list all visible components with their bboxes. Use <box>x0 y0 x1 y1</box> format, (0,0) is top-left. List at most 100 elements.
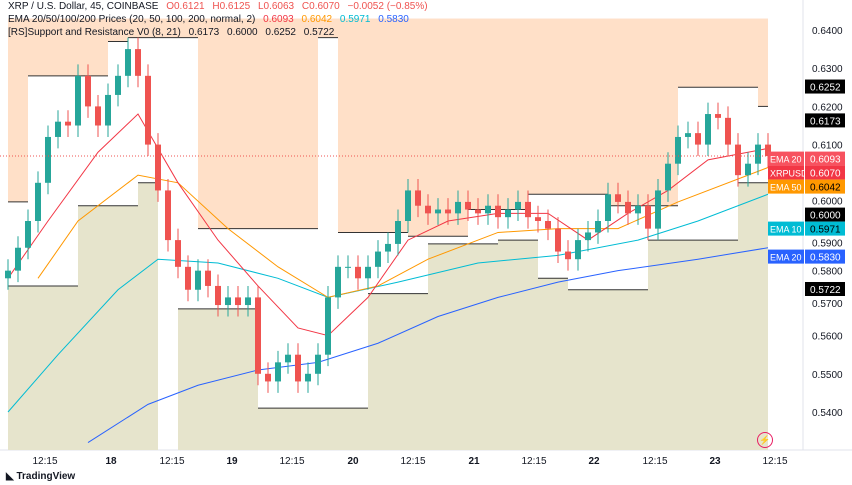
resistance-zone <box>338 18 408 233</box>
price-label-value: 0.6000 <box>810 211 841 222</box>
candle-body <box>335 266 341 298</box>
candle-body <box>55 121 61 137</box>
candle-body <box>525 201 531 218</box>
y-tick-label: 0.6200 <box>812 102 843 113</box>
candle-body <box>735 144 741 176</box>
candle-body <box>175 240 181 267</box>
price-label-tag <box>768 249 804 264</box>
lightning-icon[interactable]: ⚡ <box>757 432 773 448</box>
x-tick-label: 12:15 <box>400 456 425 467</box>
ema-title: EMA 20/50/100/200 Prices (20, 50, 100, 2… <box>8 14 256 25</box>
candle-body <box>375 251 381 267</box>
x-tick-label: 21 <box>468 456 480 467</box>
candle-body <box>15 247 21 271</box>
symbol-title: XRP / U.S. Dollar, 45, COINBASE <box>8 1 159 12</box>
candle-body <box>325 297 331 355</box>
resistance-zone <box>578 18 608 195</box>
candle-body <box>665 163 671 191</box>
y-tick-label: 0.5600 <box>812 332 843 343</box>
sr-value: 0.6000 <box>227 27 258 38</box>
support-zone <box>428 243 498 450</box>
tradingview-logo[interactable]: ◣ TradingView <box>6 471 75 482</box>
price-label-value: 0.5722 <box>810 285 841 296</box>
candle-body <box>585 232 591 241</box>
candle-body <box>245 297 251 306</box>
symbol-legend: XRP / U.S. Dollar, 45, COINBASE O0.6121 … <box>8 1 433 13</box>
candle-body <box>115 75 121 95</box>
support-zone <box>258 408 308 450</box>
y-tick-label: 0.6400 <box>812 26 843 37</box>
candle-body <box>365 266 371 279</box>
price-label-box <box>805 281 845 296</box>
candle-body <box>605 194 611 221</box>
candle-body <box>155 144 161 191</box>
price-label-value: 0.6042 <box>810 183 841 194</box>
brand-name: TradingView <box>16 471 76 482</box>
candle-body <box>445 209 451 214</box>
price-label-name: EMA 10 <box>770 225 802 235</box>
candle-body <box>35 182 41 221</box>
support-zone <box>588 289 648 450</box>
candle-body <box>305 373 311 382</box>
x-tick-label: 19 <box>226 456 238 467</box>
candle-body <box>765 144 771 157</box>
price-label-value: 0.5830 <box>810 253 841 264</box>
sr-legend[interactable]: [RS]Support and Resistance V0 (8, 21) 0.… <box>8 27 339 39</box>
candle-body <box>565 251 571 260</box>
candle-body <box>315 354 321 374</box>
candle-body <box>425 205 431 214</box>
price-label-tag <box>768 221 804 236</box>
candle-body <box>215 285 221 306</box>
candle-body <box>625 201 631 214</box>
price-label-tag <box>768 179 804 194</box>
candle-body <box>595 221 601 233</box>
candle-body <box>295 354 301 382</box>
x-tick-label: 12:15 <box>279 456 304 467</box>
resistance-zone <box>678 18 758 88</box>
price-label-value: 0.6070 <box>810 169 841 180</box>
support-zone <box>538 278 568 450</box>
candle-body <box>225 297 231 306</box>
ema-legend[interactable]: EMA 20/50/100/200 Prices (20, 50, 100, 2… <box>8 14 414 26</box>
candle-body <box>135 49 141 76</box>
price-label-tag <box>768 165 804 180</box>
x-tick-label: 12:15 <box>762 456 787 467</box>
y-tick-label: 0.5500 <box>812 370 843 381</box>
support-zone <box>368 293 428 450</box>
candle-body <box>675 136 681 164</box>
y-tick-label: 0.5700 <box>812 299 843 310</box>
price-label-value: 0.6252 <box>810 83 841 94</box>
sr-value: 0.5722 <box>303 27 335 38</box>
candle-body <box>65 121 71 126</box>
x-tick-label: 12:15 <box>521 456 546 467</box>
candle-body <box>745 163 751 176</box>
candle-body <box>265 373 271 382</box>
candle-body <box>615 194 621 202</box>
candle-body <box>435 209 441 214</box>
candle-body <box>575 240 581 260</box>
candle-body <box>385 243 391 252</box>
candle-body <box>655 190 661 229</box>
close-value: C0.6070 <box>301 1 340 12</box>
y-tick-label: 0.5400 <box>812 408 843 419</box>
price-label-value: 0.5971 <box>810 225 841 236</box>
support-zone <box>138 182 158 451</box>
candle-body <box>285 354 291 363</box>
ema100-value: 0.5971 <box>339 14 371 25</box>
sr-value: 0.6173 <box>188 27 220 38</box>
sr-value: 0.6252 <box>265 27 296 38</box>
support-zone <box>568 289 588 450</box>
candle-body <box>415 190 421 206</box>
price-label-value: 0.6093 <box>810 155 841 166</box>
price-label-box <box>805 151 845 166</box>
open-value: O0.6121 <box>166 1 205 12</box>
price-label-name: EMA 20 <box>770 253 802 263</box>
candle-body <box>405 190 411 221</box>
candle-body <box>235 297 241 306</box>
price-label-name: XRPUSD <box>770 169 808 179</box>
candle-body <box>275 362 281 382</box>
candle-body <box>755 144 761 164</box>
price-label-box <box>805 165 845 180</box>
x-tick-label: 12:15 <box>32 456 57 467</box>
